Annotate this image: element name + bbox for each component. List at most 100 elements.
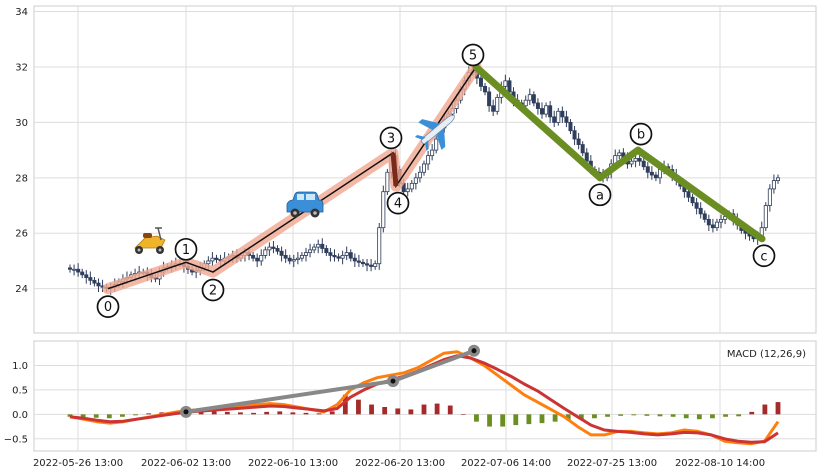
- candle-body: [381, 191, 386, 229]
- wave-label: c: [760, 249, 767, 264]
- macd-histogram-bar: [749, 411, 755, 415]
- wave-label-circle: [174, 237, 198, 261]
- macd-histogram-bar: [303, 412, 309, 415]
- wave-label-circle: [96, 295, 120, 319]
- macd-histogram-bar: [421, 404, 427, 415]
- macd-histogram-bar: [67, 414, 73, 417]
- candle-body: [495, 97, 500, 112]
- candle-body: [348, 252, 353, 259]
- macd-histogram-bar: [277, 411, 283, 415]
- macd-wave-overlay: [180, 344, 480, 418]
- macd-histogram-bar: [342, 394, 348, 415]
- macd-title: MACD (12,26,9): [727, 349, 806, 360]
- candle-body: [385, 171, 390, 193]
- price-y-ticks: 24 26 28 30 32 34: [15, 7, 28, 295]
- candle-body: [719, 218, 724, 223]
- macd-y-tick-label: 1.0: [12, 361, 28, 372]
- elliott-waves: [102, 61, 766, 295]
- macd-histogram-bar: [539, 414, 545, 424]
- macd-histogram-bar: [211, 411, 217, 415]
- candle-body: [259, 255, 264, 262]
- wave-label-circle: [201, 278, 225, 302]
- candle-body: [291, 259, 296, 262]
- macd-y-tick-label: 0.5: [12, 385, 28, 396]
- macd-histogram-bar: [578, 414, 584, 420]
- candle-body: [417, 171, 422, 179]
- macd-histogram-bar: [526, 414, 532, 425]
- macd-histogram-bar: [592, 414, 597, 419]
- candle-body: [88, 277, 93, 281]
- macd-histogram-bar: [93, 414, 99, 418]
- candle-body: [328, 252, 333, 256]
- macd-histogram-bar: [710, 414, 715, 419]
- macd-histogram-bar: [133, 414, 138, 416]
- candle-body: [92, 279, 97, 284]
- candle-body: [698, 207, 703, 215]
- candle-body: [206, 260, 211, 265]
- candle-body: [527, 94, 532, 101]
- candle-body: [214, 257, 219, 260]
- icons: [134, 114, 455, 254]
- candle-body: [332, 255, 337, 258]
- scooter-icon: [134, 227, 166, 254]
- candle-body: [507, 80, 512, 93]
- candle-body: [430, 149, 435, 157]
- macd-y-tick-label: 0.0: [12, 410, 28, 421]
- candle-body: [641, 160, 646, 168]
- macd-histogram-bar: [224, 411, 230, 415]
- candle-body: [584, 152, 589, 162]
- wave-label: 3: [387, 131, 395, 146]
- x-tick-labels: 2022-05-26 13:00 2022-06-02 13:00 2022-06-…: [33, 458, 765, 469]
- candle-body: [531, 94, 536, 104]
- car-icon: [286, 191, 324, 218]
- corrective-wave-line: [472, 63, 766, 243]
- candle-body: [344, 252, 349, 256]
- macd-histogram-bar: [696, 414, 702, 420]
- macd-histogram-bar: [500, 414, 506, 427]
- macd-histogram-bar: [290, 412, 296, 415]
- candle-body: [283, 255, 288, 259]
- candle-body: [548, 105, 553, 118]
- candle-body: [312, 246, 317, 251]
- candle-body: [560, 110, 565, 118]
- candle-body: [84, 274, 89, 278]
- candle-body: [710, 224, 715, 229]
- candle-body: [653, 174, 658, 179]
- x-tick-label: 2022-06-20 13:00: [355, 458, 445, 469]
- candle-body: [544, 105, 549, 115]
- macd-histogram-bar: [395, 408, 401, 415]
- macd-histogram-bar: [552, 414, 558, 422]
- candle-body: [556, 110, 561, 123]
- candle-body: [340, 255, 345, 259]
- macd-wave-point-center: [390, 378, 396, 384]
- candle-body: [316, 243, 321, 248]
- candle-body: [68, 267, 73, 270]
- macd-histogram-bar: [356, 399, 361, 415]
- candle-body: [76, 268, 81, 273]
- candle-body: [771, 180, 776, 190]
- wave-label-circle: [629, 122, 653, 146]
- macd-histogram-bar: [382, 407, 388, 415]
- candle-body: [210, 257, 215, 262]
- macd-histogram-bar: [146, 413, 152, 415]
- wave-3-4-segment: [390, 152, 399, 187]
- candle-body: [255, 257, 260, 262]
- candle-body: [633, 158, 638, 162]
- macd-histogram-bar: [605, 414, 610, 417]
- candle-body: [308, 249, 313, 254]
- macd-y-ticks: −0.5 0.0 0.5 1.0: [4, 361, 28, 445]
- x-tick-label: 2022-07-25 13:00: [567, 458, 657, 469]
- macd-histogram-bar: [369, 404, 374, 415]
- x-tick-label: 2022-07-06 14:00: [461, 458, 551, 469]
- price-y-tick-label: 24: [15, 284, 28, 295]
- candle-body: [478, 77, 483, 87]
- macd-histogram-bar: [460, 414, 466, 415]
- macd-histogram-bar: [670, 414, 676, 417]
- candle-body: [552, 116, 557, 123]
- candle-body: [572, 130, 577, 140]
- candle-body: [714, 221, 719, 229]
- candle-body: [365, 263, 370, 266]
- candle-body: [405, 188, 410, 193]
- candle-body: [295, 257, 300, 260]
- candle-body: [369, 264, 374, 267]
